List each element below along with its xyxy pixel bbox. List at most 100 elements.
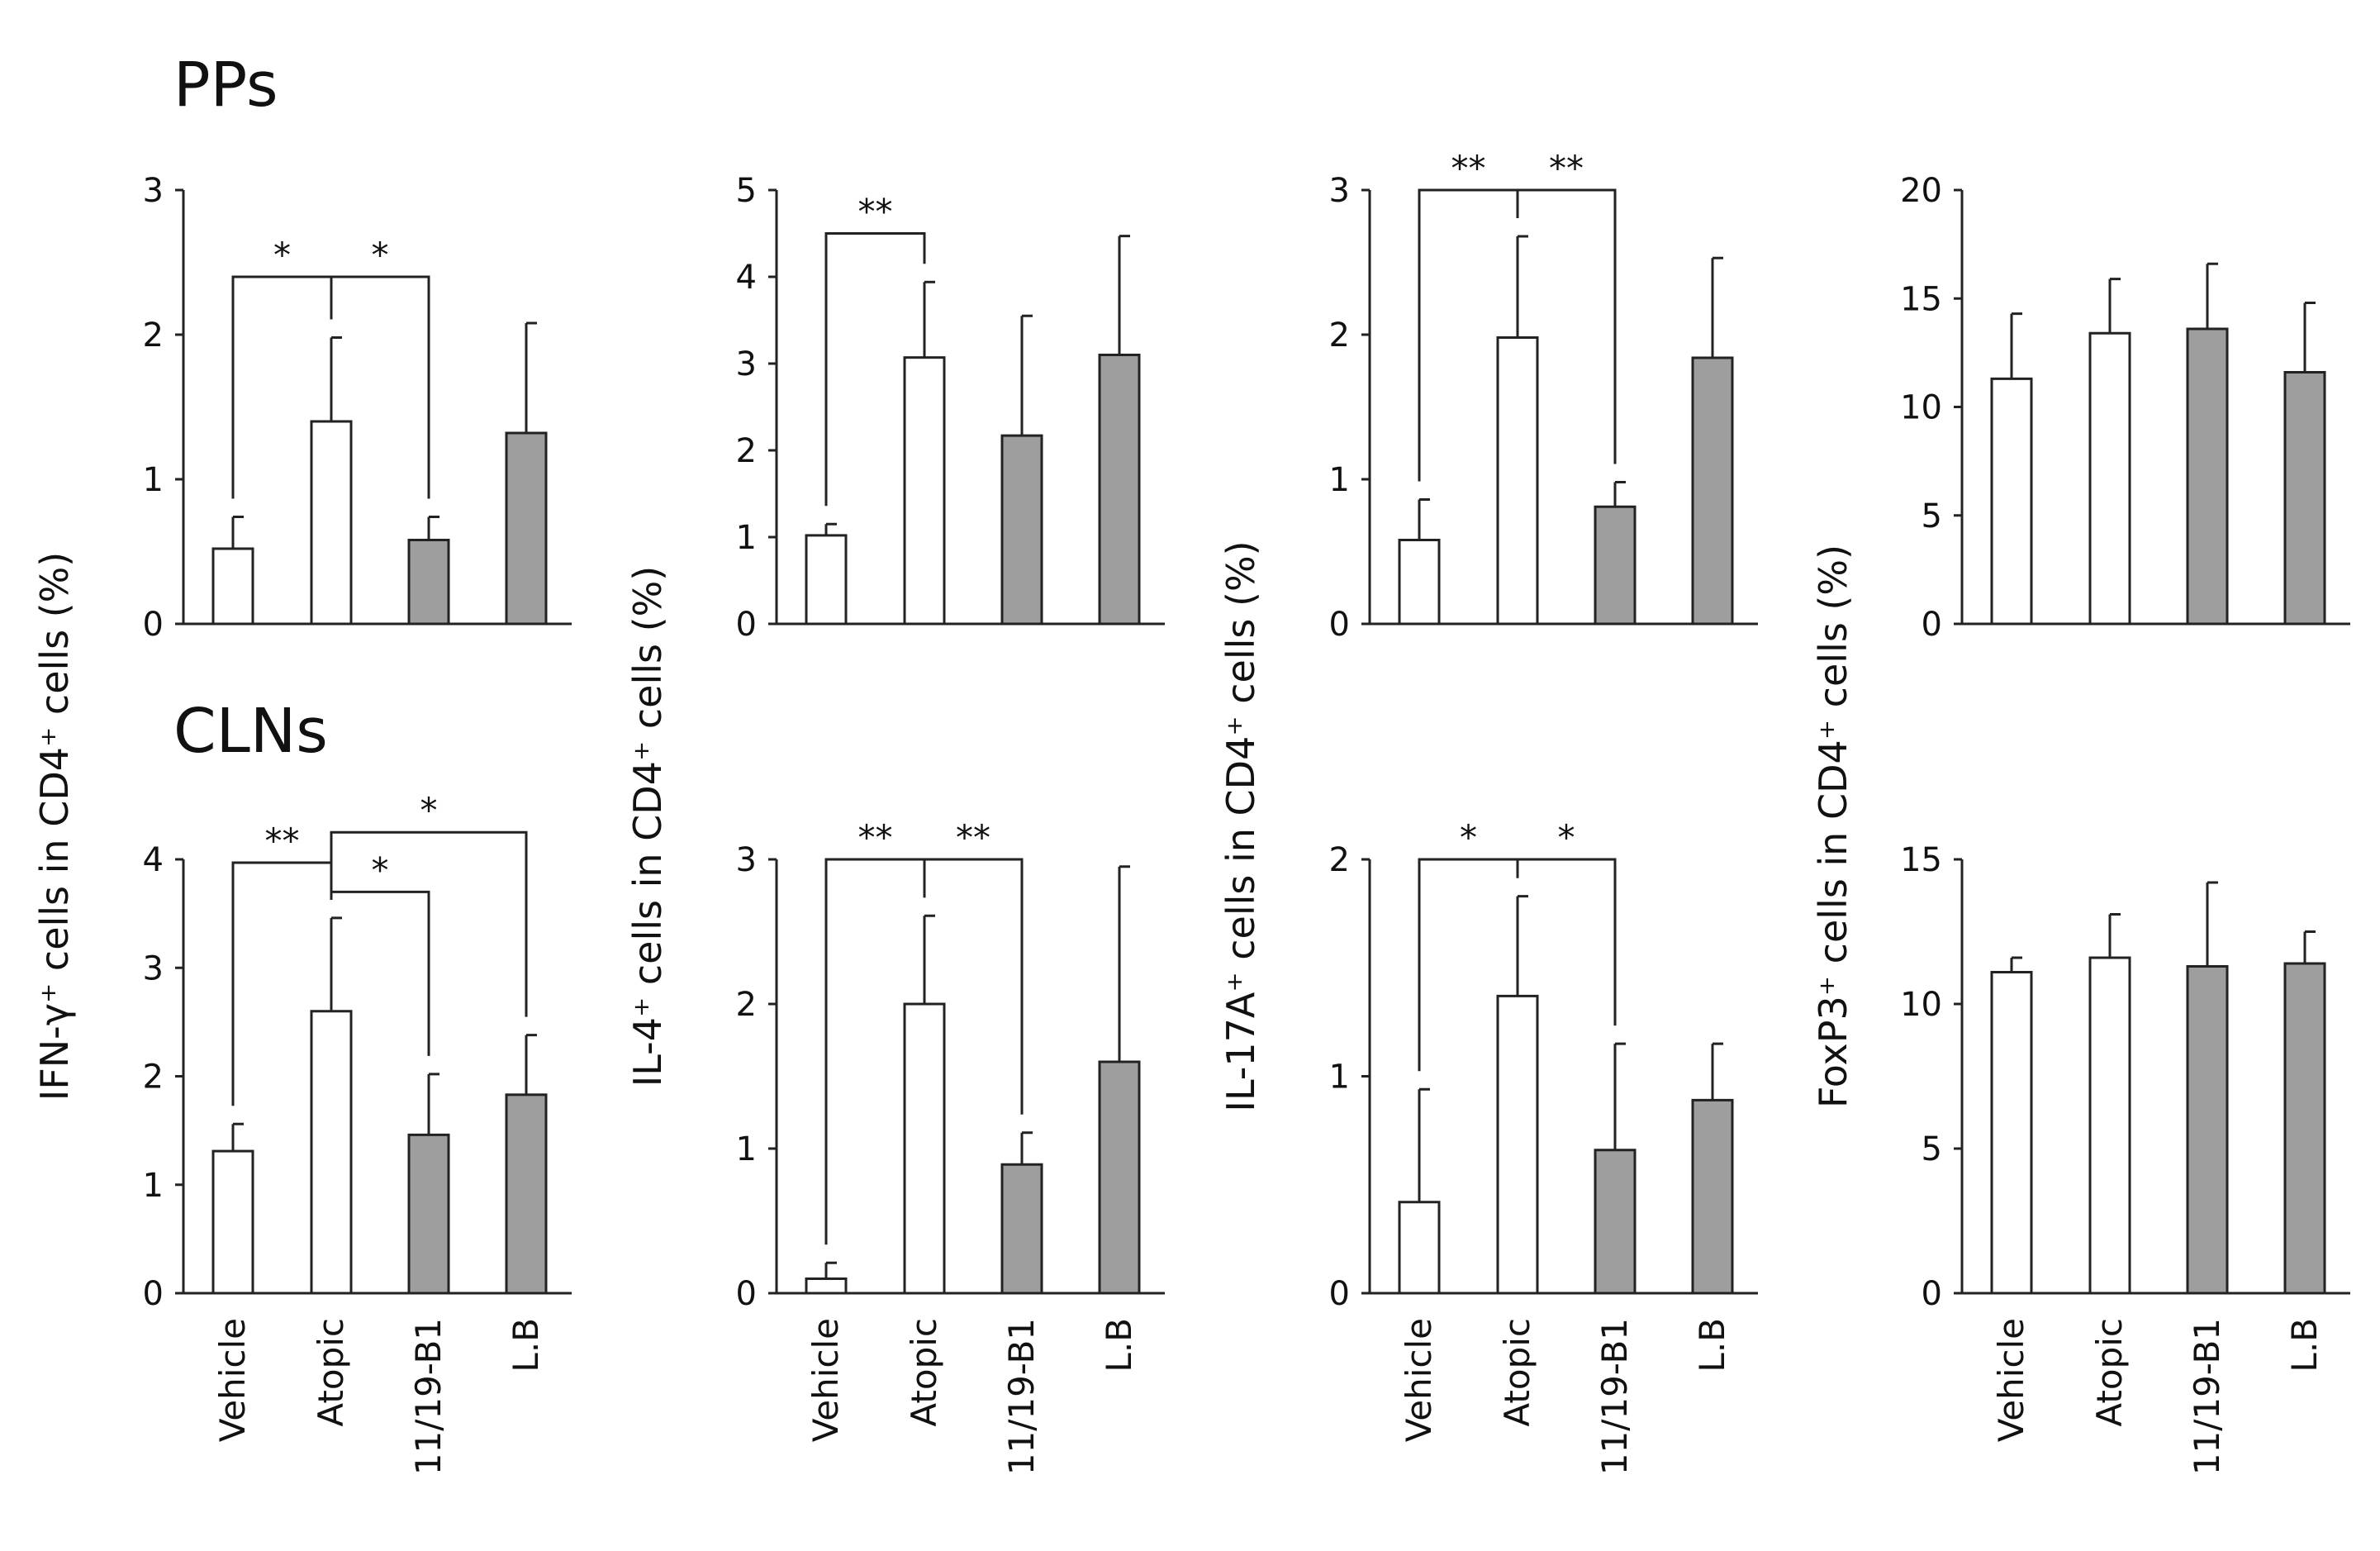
y-tick-label: 1 bbox=[143, 1167, 164, 1205]
y-tick-label: 3 bbox=[143, 172, 164, 210]
bar-11-19-b1 bbox=[2186, 327, 2229, 626]
bar-vehicle bbox=[805, 1277, 848, 1295]
y-tick-label: 2 bbox=[736, 432, 757, 470]
y-axis-label-col4: FoxP3⁺ cells in CD4⁺ cells (%) bbox=[1811, 545, 1855, 1108]
y-tick-label: 0 bbox=[1329, 1275, 1350, 1313]
bar-vehicle bbox=[211, 1149, 254, 1295]
significance-label: * bbox=[372, 849, 389, 890]
chart-clns-3: 0 1 2 * * Vehicle Atopic 11/19-B1 L.B bbox=[1329, 817, 1758, 1475]
category-label: Atopic bbox=[904, 1318, 944, 1427]
significance-label: ** bbox=[1549, 148, 1584, 188]
category-label: L.B bbox=[1692, 1318, 1732, 1373]
bar-l-b bbox=[505, 1093, 548, 1295]
bar-atopic bbox=[903, 1002, 946, 1295]
y-tick-label: 4 bbox=[736, 259, 757, 297]
y-tick-label: 15 bbox=[1900, 280, 1942, 318]
bar-vehicle bbox=[805, 534, 848, 626]
y-tick-label: 3 bbox=[143, 949, 164, 987]
chart-pps-2: 0 1 2 3 4 5 ** bbox=[736, 172, 1165, 644]
category-label: Vehicle bbox=[1399, 1318, 1439, 1442]
y-tick-label: 1 bbox=[736, 1130, 757, 1168]
category-label: Vehicle bbox=[805, 1318, 846, 1442]
bar-vehicle bbox=[1990, 971, 2033, 1295]
y-tick-label: 4 bbox=[143, 841, 164, 879]
category-label: L.B bbox=[2284, 1318, 2325, 1373]
charts-group: IFN-γ⁺ cells in CD4⁺ cells (%) IL-4⁺ cell… bbox=[32, 148, 2350, 1475]
significance-label: * bbox=[420, 790, 438, 830]
section-title-clns: CLNs bbox=[173, 696, 328, 767]
category-label: 11/19-B1 bbox=[1001, 1318, 1042, 1475]
bar-atopic bbox=[1496, 336, 1539, 626]
y-tick-label: 0 bbox=[143, 606, 164, 644]
bar-11-19-b1 bbox=[407, 539, 450, 626]
y-tick-label: 0 bbox=[736, 606, 757, 644]
significance-bracket bbox=[1516, 858, 1617, 1026]
category-label: Atopic bbox=[311, 1318, 351, 1427]
y-tick-label: 10 bbox=[1900, 986, 1942, 1024]
bar-l-b bbox=[1098, 354, 1141, 626]
y-tick-label: 2 bbox=[736, 986, 757, 1024]
bar-atopic bbox=[903, 356, 946, 626]
category-label: Vehicle bbox=[1991, 1318, 2031, 1442]
bar-l-b bbox=[2283, 371, 2326, 626]
significance-bracket bbox=[923, 858, 1024, 1115]
y-tick-label: 1 bbox=[1329, 461, 1350, 499]
category-label: Atopic bbox=[2089, 1318, 2130, 1427]
significance-label: ** bbox=[1451, 148, 1486, 188]
significance-label: ** bbox=[858, 817, 893, 858]
bar-atopic bbox=[1496, 994, 1539, 1295]
bar-11-19-b1 bbox=[1594, 505, 1637, 626]
chart-pps-1: 0 1 2 3 * * bbox=[143, 172, 572, 644]
category-label: 11/19-B1 bbox=[408, 1318, 449, 1475]
y-tick-label: 5 bbox=[736, 172, 757, 210]
y-tick-label: 0 bbox=[1922, 606, 1942, 644]
category-label: L.B bbox=[506, 1318, 546, 1373]
significance-bracket bbox=[1516, 188, 1617, 464]
bar-l-b bbox=[1098, 1060, 1141, 1295]
significance-bracket bbox=[330, 275, 430, 499]
significance-bracket bbox=[824, 232, 926, 507]
chart-clns-4: 0 5 10 15 Vehicle Atopic 11/19-B1 L.B bbox=[1900, 841, 2350, 1475]
bar-vehicle bbox=[1398, 1201, 1441, 1295]
bar-l-b bbox=[1691, 1098, 1734, 1295]
y-tick-label: 1 bbox=[736, 519, 757, 557]
chart-pps-3: 0 1 2 3 ** ** bbox=[1329, 148, 1758, 644]
y-tick-label: 3 bbox=[736, 841, 757, 879]
bar-l-b bbox=[505, 431, 548, 626]
significance-label: ** bbox=[956, 817, 990, 858]
bar-atopic bbox=[2088, 331, 2131, 626]
y-tick-label: 0 bbox=[1329, 606, 1350, 644]
significance-label: ** bbox=[858, 192, 893, 232]
y-tick-label: 5 bbox=[1922, 497, 1942, 535]
significance-bracket bbox=[330, 830, 528, 1017]
category-label: 11/19-B1 bbox=[1594, 1318, 1635, 1475]
y-tick-label: 15 bbox=[1900, 841, 1942, 879]
chart-pps-4: 0 5 10 15 20 bbox=[1900, 172, 2350, 644]
y-tick-label: 10 bbox=[1900, 389, 1942, 427]
category-label: L.B bbox=[1099, 1318, 1139, 1373]
bar-vehicle bbox=[211, 547, 254, 626]
y-tick-label: 0 bbox=[1922, 1275, 1942, 1313]
y-tick-label: 0 bbox=[143, 1275, 164, 1313]
significance-label: ** bbox=[265, 821, 300, 861]
y-tick-label: 1 bbox=[1329, 1059, 1350, 1097]
bar-atopic bbox=[310, 1010, 353, 1295]
bar-vehicle bbox=[1990, 377, 2033, 626]
bar-11-19-b1 bbox=[1000, 434, 1043, 626]
bar-atopic bbox=[2088, 956, 2131, 1295]
y-axis-label-col2: IL-4⁺ cells in CD4⁺ cells (%) bbox=[625, 566, 670, 1087]
y-tick-label: 2 bbox=[143, 1059, 164, 1097]
y-tick-label: 5 bbox=[1922, 1130, 1942, 1168]
y-tick-label: 20 bbox=[1900, 172, 1942, 210]
y-axis-label-col1: IFN-γ⁺ cells in CD4⁺ cells (%) bbox=[32, 552, 77, 1101]
bar-11-19-b1 bbox=[1594, 1149, 1637, 1295]
significance-label: * bbox=[1460, 817, 1477, 858]
y-tick-label: 2 bbox=[143, 316, 164, 354]
chart-clns-2: 0 1 2 3 ** ** Vehicle Atopic 11/19-B1 L.B bbox=[736, 817, 1165, 1475]
bar-vehicle bbox=[1398, 539, 1441, 626]
category-label: 11/19-B1 bbox=[2187, 1318, 2227, 1475]
bar-l-b bbox=[2283, 962, 2326, 1295]
y-tick-label: 0 bbox=[736, 1275, 757, 1313]
